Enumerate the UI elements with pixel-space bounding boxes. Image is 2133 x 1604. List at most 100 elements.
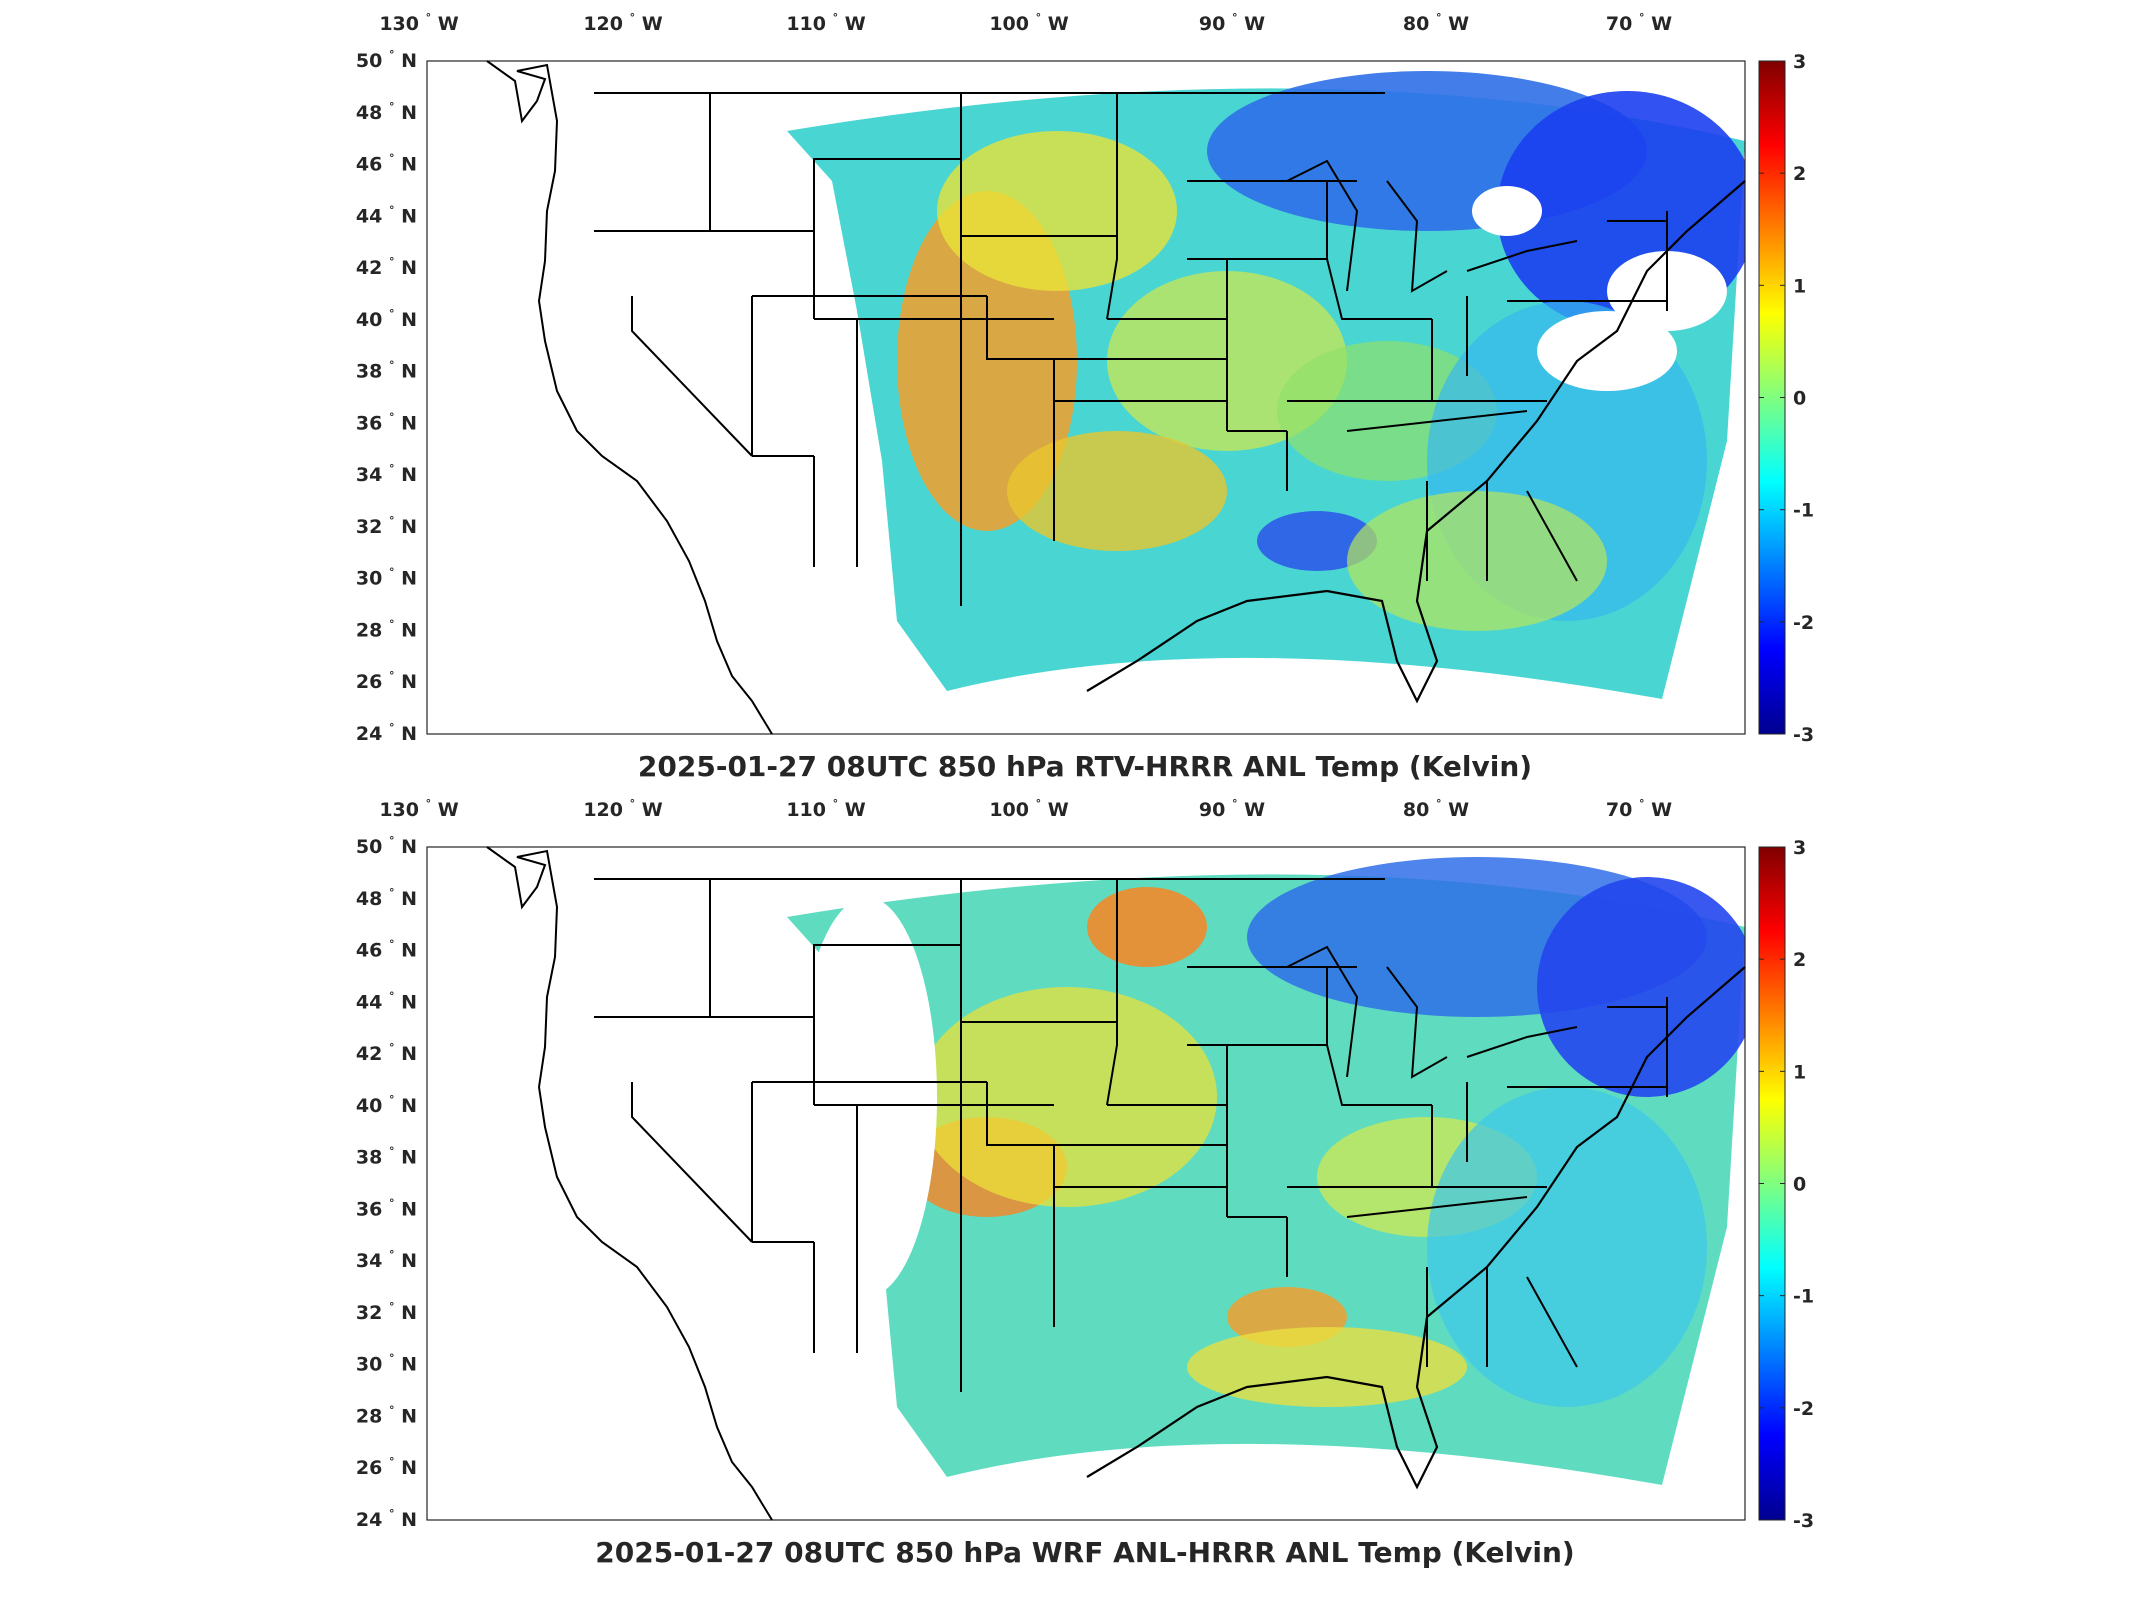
colorbar-tick-label: 3	[1793, 837, 1806, 859]
lat-tick-label: 48 ° N	[356, 886, 417, 910]
lon-suffix: W	[1237, 799, 1265, 821]
lat-suffix: N	[394, 1147, 417, 1169]
degree-symbol: °	[389, 1403, 395, 1416]
lon-tick-label: 110 ° W	[786, 797, 865, 821]
state-line	[856, 1082, 1172, 1353]
field-patch	[1347, 491, 1607, 631]
lat-suffix: N	[394, 888, 417, 910]
degree-symbol: °	[389, 255, 395, 268]
lat-suffix: N	[394, 102, 417, 124]
degree-symbol: °	[389, 834, 395, 847]
state-line	[1172, 1144, 1287, 1218]
degree-symbol: °	[389, 100, 395, 113]
lat-tick-label: 28 ° N	[356, 1403, 417, 1427]
degree-symbol: °	[1639, 797, 1645, 810]
lat-suffix: N	[394, 1457, 417, 1479]
field-patch	[1087, 887, 1207, 967]
lon-tick-label: 80 ° W	[1403, 797, 1469, 821]
lon-tick-label: 70 ° W	[1606, 11, 1672, 35]
state-line	[1607, 211, 1668, 311]
field-patch	[1472, 186, 1542, 236]
degree-symbol: °	[833, 797, 839, 810]
lon-tick-label: 100 ° W	[989, 11, 1068, 35]
degree-symbol: °	[389, 1300, 395, 1313]
state-line	[1187, 180, 1357, 320]
lat-tick-label: 46 ° N	[356, 152, 417, 176]
lat-tick-label: 26 ° N	[356, 669, 417, 693]
lon-suffix: W	[635, 13, 663, 35]
lat-tick-label: 48 ° N	[356, 100, 417, 124]
lat-tick-label: 40 ° N	[356, 1093, 417, 1117]
lon-tick-label: 110 ° W	[786, 11, 865, 35]
lon-suffix: W	[431, 799, 459, 821]
degree-symbol: °	[1036, 797, 1042, 810]
lat-tick-label: 38 ° N	[356, 359, 417, 383]
field-patch	[1187, 1327, 1467, 1407]
lat-tick-label: 36 ° N	[356, 1196, 417, 1220]
degree-symbol: °	[389, 1145, 395, 1158]
lat-suffix: N	[394, 257, 417, 279]
state-boundaries	[594, 92, 1668, 606]
panel-wrf: 130 ° W 120 ° W 110 ° W 100 ° W 90 ° W 80 ° W…	[356, 797, 1814, 1569]
field-patch	[917, 987, 1217, 1207]
degree-symbol: °	[389, 1041, 395, 1054]
degree-symbol: °	[1036, 11, 1042, 24]
colorbar-tick-label: -2	[1793, 612, 1814, 634]
lat-suffix: N	[394, 568, 417, 590]
panel-title: 2025-01-27 08UTC 850 hPa RTV-HRRR ANL Te…	[638, 750, 1532, 783]
lat-tick-label: 24 ° N	[356, 721, 417, 745]
lon-suffix: W	[635, 799, 663, 821]
degree-symbol: °	[389, 721, 395, 734]
field-patch	[1257, 511, 1377, 571]
lat-tick-label: 50 ° N	[356, 834, 417, 858]
west-coastline	[486, 60, 773, 735]
degree-symbol: °	[389, 514, 395, 527]
lat-tick-label: 44 ° N	[356, 989, 417, 1013]
lat-suffix: N	[394, 940, 417, 962]
state-line	[1106, 93, 1187, 320]
lat-suffix: N	[394, 516, 417, 538]
degree-symbol: °	[389, 462, 395, 475]
lat-tick-label: 24 ° N	[356, 1507, 417, 1531]
lat-tick-label: 28 ° N	[356, 617, 417, 641]
west-coastline	[486, 846, 773, 1521]
lat-tick-label: 46 ° N	[356, 938, 417, 962]
state-line	[751, 1081, 987, 1353]
degree-symbol: °	[389, 359, 395, 372]
state-boundaries	[594, 878, 1668, 1392]
degree-symbol: °	[833, 11, 839, 24]
state-line	[1053, 1145, 1172, 1327]
degree-symbol: °	[389, 669, 395, 682]
lat-suffix: N	[394, 205, 417, 227]
lat-tick-label: 44 ° N	[356, 203, 417, 227]
lat-tick-label: 38 ° N	[356, 1145, 417, 1169]
lon-suffix: W	[1237, 13, 1265, 35]
state-line	[1226, 181, 1432, 431]
degree-symbol: °	[389, 1093, 395, 1106]
lon-tick-label: 130 ° W	[379, 11, 458, 35]
lon-tick-label: 100 ° W	[989, 797, 1068, 821]
state-line	[1226, 967, 1432, 1217]
temp-field-rtv	[787, 71, 1745, 700]
state-line	[1607, 997, 1668, 1097]
state-line	[1431, 296, 1667, 401]
degree-symbol: °	[389, 617, 395, 630]
state-line	[1187, 966, 1357, 1106]
lat-tick-label: 42 ° N	[356, 1041, 417, 1065]
lat-suffix: N	[394, 1198, 417, 1220]
lat-suffix: N	[394, 1405, 417, 1427]
lon-tick-label: 120 ° W	[583, 11, 662, 35]
state-line	[594, 92, 1385, 320]
lat-tick-label: 40 ° N	[356, 307, 417, 331]
state-line	[1286, 400, 1547, 491]
colorbar-tick-label: 0	[1793, 1174, 1806, 1196]
lat-tick-label: 32 ° N	[356, 514, 417, 538]
degree-symbol: °	[389, 48, 395, 61]
degree-symbol: °	[389, 307, 395, 320]
axes-frame	[426, 60, 1746, 735]
degree-symbol: °	[389, 1507, 395, 1520]
lon-tick-label: 130 ° W	[379, 797, 458, 821]
degree-symbol: °	[426, 797, 432, 810]
